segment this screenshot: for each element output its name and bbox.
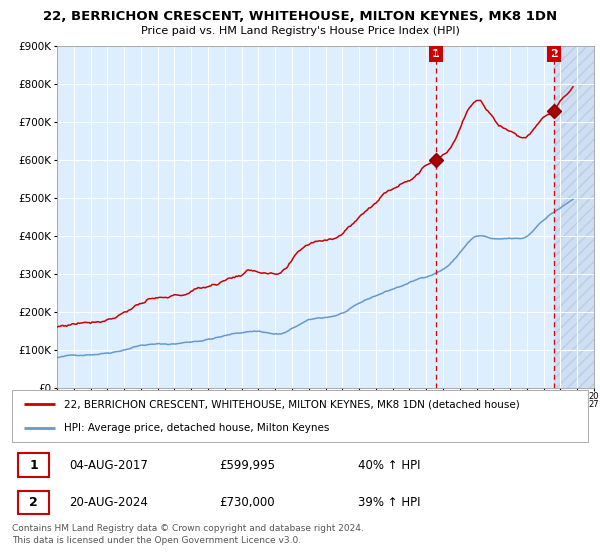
Text: 1: 1 [29, 459, 38, 472]
Text: £730,000: £730,000 [220, 496, 275, 509]
FancyBboxPatch shape [18, 454, 49, 477]
Text: 22, BERRICHON CRESCENT, WHITEHOUSE, MILTON KEYNES, MK8 1DN (detached house): 22, BERRICHON CRESCENT, WHITEHOUSE, MILT… [64, 399, 520, 409]
Text: 40% ↑ HPI: 40% ↑ HPI [358, 459, 420, 472]
Text: £599,995: £599,995 [220, 459, 275, 472]
Text: HPI: Average price, detached house, Milton Keynes: HPI: Average price, detached house, Milt… [64, 423, 329, 433]
Text: 2: 2 [29, 496, 38, 509]
Text: 1: 1 [432, 49, 440, 59]
FancyBboxPatch shape [18, 491, 49, 514]
Text: Price paid vs. HM Land Registry's House Price Index (HPI): Price paid vs. HM Land Registry's House … [140, 26, 460, 36]
FancyBboxPatch shape [12, 390, 588, 442]
Text: 2: 2 [550, 49, 558, 59]
Text: 04-AUG-2017: 04-AUG-2017 [70, 459, 148, 472]
Text: 20-AUG-2024: 20-AUG-2024 [70, 496, 148, 509]
Text: 39% ↑ HPI: 39% ↑ HPI [358, 496, 420, 509]
Bar [554, 46, 594, 388]
Text: 22, BERRICHON CRESCENT, WHITEHOUSE, MILTON KEYNES, MK8 1DN: 22, BERRICHON CRESCENT, WHITEHOUSE, MILT… [43, 10, 557, 23]
Text: Contains HM Land Registry data © Crown copyright and database right 2024.
This d: Contains HM Land Registry data © Crown c… [12, 524, 364, 545]
